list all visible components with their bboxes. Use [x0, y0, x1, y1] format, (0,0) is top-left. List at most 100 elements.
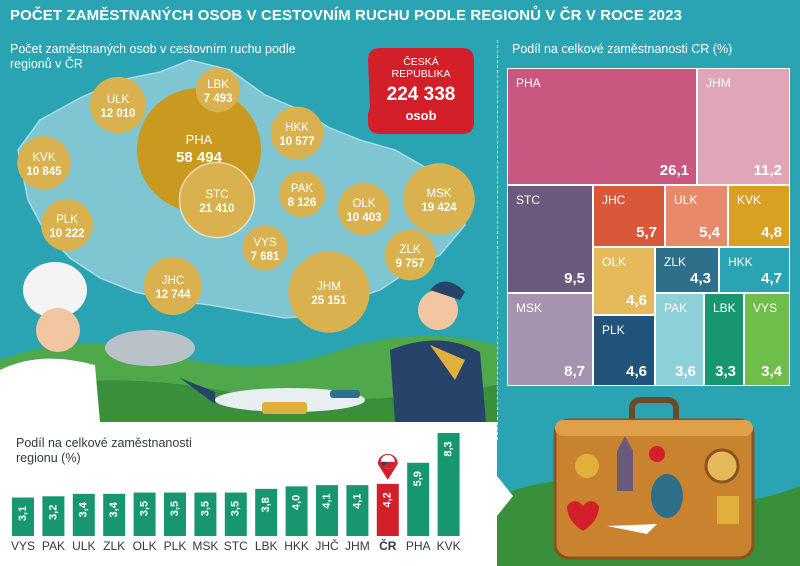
treemap-cell-jhm: JHM 11,2: [697, 68, 790, 185]
treemap-cell-value: 3,3: [715, 363, 736, 380]
treemap-cell-value: 9,5: [564, 270, 585, 287]
bar-14: [437, 433, 460, 536]
cr-total-card: ČESKÁ REPUBLIKA 224 338 osob: [368, 48, 474, 134]
balloon-sticker-icon: [651, 474, 683, 518]
map-subtitle-line1: Počet zaměstnaných osob v cestovním ruch…: [10, 42, 296, 56]
treemap-cell-label: STC: [516, 193, 540, 207]
bar-subtitle: Podíl na celkové zaměstnanosti regionu (…: [16, 436, 192, 466]
plane-sticker-icon: [607, 524, 657, 534]
bubble-label-olk: OLK: [352, 198, 375, 210]
czech-flag-pin-icon: [377, 453, 398, 480]
bubble-value-stc: 21 410: [199, 203, 234, 215]
bubble-lbk: [195, 67, 241, 113]
bubble-label-hkk: HKK: [285, 122, 309, 134]
bar-11: [346, 485, 369, 536]
treemap-cell-hkk: HKK 4,7: [719, 247, 790, 293]
treemap-cell-label: HKK: [728, 255, 753, 269]
treemap-cell-value: 4,3: [690, 270, 711, 287]
bar-value-label: 3,1: [17, 506, 29, 521]
panel-arrow: [497, 476, 513, 516]
section-divider: [497, 40, 498, 440]
bar-value-label: 3,4: [78, 501, 90, 517]
bar-subtitle-line1: Podíl na celkové zaměstnanosti: [16, 436, 192, 450]
cr-total-value: 224 338: [386, 84, 456, 105]
treemap-cell-vys: VYS 3,4: [744, 293, 790, 386]
bubble-zlk: [384, 229, 436, 281]
bar-4: [133, 492, 156, 536]
bar-value-label: 3,8: [260, 497, 272, 512]
bar-category-label: JHČ: [315, 539, 339, 553]
cr-total-unit: osob: [405, 108, 437, 123]
treemap-cell-stc: STC 9,5: [507, 185, 593, 293]
bar-value-label: 4,0: [291, 495, 303, 510]
bar-value-label: 3,5: [230, 501, 242, 516]
bar-subtitle-line2: regionu (%): [16, 451, 81, 465]
bar-10: [316, 485, 338, 536]
bar-7: [224, 492, 247, 536]
treemap-cell-olk: OLK 4,6: [593, 247, 655, 315]
treemap-cell-value: 3,4: [761, 363, 782, 380]
bubble-value-pak: 8 126: [288, 197, 317, 209]
bubble-value-pha: 58 494: [176, 149, 223, 166]
bubble-label-lbk: LBK: [207, 79, 229, 91]
bubble-value-lbk: 7 493: [204, 93, 233, 105]
treemap-cell-label: KVK: [737, 193, 762, 207]
heart-sticker-icon: [567, 501, 599, 531]
compass-sticker-icon: [704, 448, 740, 484]
bar-category-label: PAK: [41, 539, 65, 553]
church-sticker-icon: [617, 436, 633, 491]
bar-category-label: LBK: [254, 539, 278, 553]
treemap-cell-value: 5,7: [636, 224, 657, 241]
bubble-stc: [178, 161, 256, 239]
bar-category-label: VYS: [10, 539, 35, 553]
bubble-value-hkk: 10 577: [279, 136, 314, 148]
bar-category-label: ZLK: [103, 539, 126, 553]
treemap-cell-pha: PHA 26,1: [507, 68, 697, 185]
bubble-value-ulk: 12 010: [100, 108, 135, 120]
treemap-cell-msk: MSK 8,7: [507, 293, 593, 386]
treemap-subtitle: Podíl na celkové zaměstnanosti CR (%): [512, 42, 733, 56]
pin-sticker-icon: [649, 446, 665, 462]
treemap-cell-label: OLK: [602, 255, 627, 269]
cr-total-label-line2: REPUBLIKA: [391, 68, 451, 80]
treemap-cell-value: 3,6: [675, 363, 696, 380]
treemap-cell-value: 4,7: [761, 270, 782, 287]
bar-value-label: 3,4: [108, 501, 120, 517]
bar-value-label: 8,3: [443, 441, 455, 456]
bar-5: [164, 492, 186, 536]
bar-12: [376, 483, 399, 536]
bubble-value-kvk: 10 845: [26, 166, 62, 178]
bubble-plk: [41, 199, 93, 251]
bar-value-label: 4,1: [321, 493, 333, 508]
bubble-label-zlk: ZLK: [399, 244, 420, 256]
treemap-cell-jhc: JHC 5,7: [593, 185, 665, 247]
bar-category-label: ČR: [379, 539, 397, 553]
bubble-olk: [337, 182, 391, 236]
bar-1: [42, 496, 65, 536]
map-subtitle-line2: regionů v ČR: [10, 57, 83, 71]
airplane-illustration: [180, 378, 365, 414]
treemap-cell-kvk: KVK 4,8: [728, 185, 790, 247]
page-title: POČET ZAMĚSTNANÝCH OSOB V CESTOVNÍM RUCH…: [10, 7, 683, 24]
bar-8: [255, 488, 278, 536]
treemap-cell-label: PAK: [664, 301, 688, 315]
cr-card-shape: [368, 48, 474, 134]
treemap-cell-label: ULK: [674, 193, 698, 207]
bar-value-label: 4,1: [351, 493, 363, 508]
bubble-value-jhm: 25 151: [311, 295, 347, 307]
treemap-cell-value: 4,6: [626, 363, 647, 380]
treemap-cell-label: PLK: [602, 323, 625, 337]
bubble-value-plk: 10 222: [49, 228, 84, 240]
map-subtitle: Počet zaměstnaných osob v cestovním ruch…: [10, 42, 296, 72]
bubble-pak: [278, 170, 326, 218]
bubble-value-zlk: 9 757: [396, 258, 425, 270]
bar-category-label: HKK: [284, 539, 309, 553]
bar-category-label: STC: [223, 539, 248, 553]
bar-category-label: OLK: [132, 539, 157, 553]
chef-illustration: [0, 262, 195, 422]
treemap-cell-label: JHM: [706, 76, 731, 90]
treemap-cell-label: ZLK: [664, 255, 687, 269]
bubble-label-pha: PHA: [186, 132, 213, 147]
bar-13: [407, 462, 430, 536]
treemap-cell-value: 8,7: [564, 363, 585, 380]
